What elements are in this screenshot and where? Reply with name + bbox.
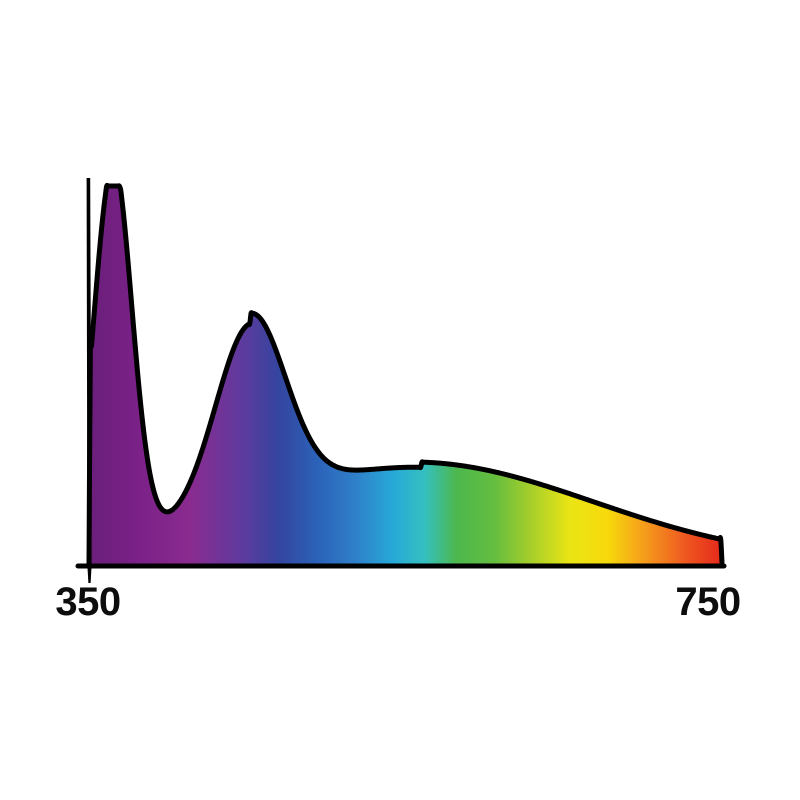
x-axis-min-label: 350 — [55, 580, 120, 624]
x-axis-max-label: 750 — [675, 580, 740, 624]
spectrum-curve — [86, 182, 725, 567]
y-axis — [86, 178, 92, 583]
